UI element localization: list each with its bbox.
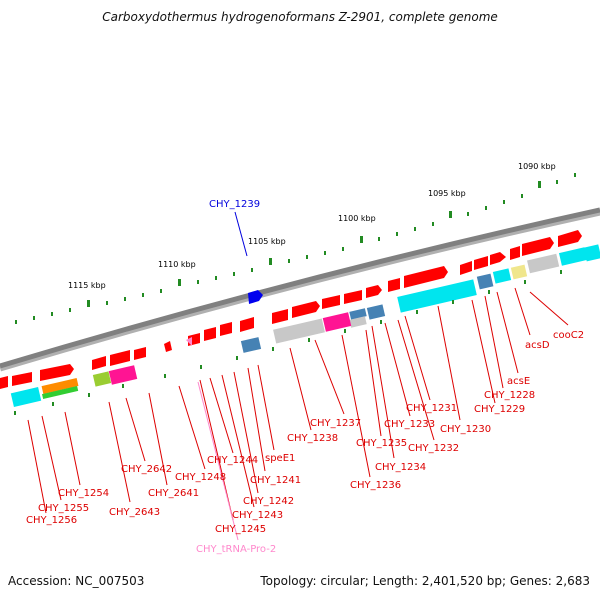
scale-labels: 1090 kbp 1095 kbp 1100 kbp 1105 kbp 1110… [68,162,556,290]
accession-text: Accession: NC_007503 [8,574,145,588]
gene-arrow[interactable] [240,317,254,332]
band-lightgray [527,253,560,274]
band-cyan [583,244,600,262]
band-green [42,386,79,399]
gene-label-acsE[interactable]: acsE [507,376,530,387]
gene-label-cooC2[interactable]: cooC2 [553,330,584,341]
band-lime [92,371,112,387]
band-steelblue [349,308,367,320]
highlight-gene-leader [234,211,248,257]
gene-label-chy-1245[interactable]: CHY_1245 [215,524,266,535]
highlight-gene-label[interactable]: CHY_1239 [209,199,260,210]
gene-arrow[interactable] [164,341,172,352]
gene-arrow[interactable] [388,278,400,292]
gene-arrow[interactable] [12,372,32,386]
gene-arrow[interactable] [558,230,582,247]
scale-label: 1115 kbp [68,281,106,290]
gene-arrow[interactable] [366,285,382,298]
trna-label[interactable]: CHY_tRNA-Pro-2 [196,544,276,555]
gene-arrow[interactable] [204,327,216,341]
gene-arrows [0,230,582,389]
band-magenta [322,312,352,332]
gene-label-chy-1229[interactable]: CHY_1229 [474,404,525,415]
gene-label-chy-1238[interactable]: CHY_1238 [287,433,338,444]
highlight-gene-group[interactable]: CHY_1239 [209,199,263,304]
band-lightgray [349,316,367,328]
gene-label-acsD[interactable]: acsD [525,340,550,351]
topology-text: Topology: circular; Length: 2,401,520 bp… [260,574,590,588]
gene-arrow[interactable] [92,356,106,370]
gene-label-chy-1241[interactable]: CHY_1241 [250,475,301,486]
gene-label-chy-1256[interactable]: CHY_1256 [26,515,77,526]
gene-arrow[interactable] [404,266,448,288]
gene-label-chy-1248[interactable]: CHY_1248 [175,472,226,483]
gene-arrow[interactable] [490,252,506,265]
annotation-bands [10,244,600,407]
band-cyan [397,279,477,313]
gene-label-chy-1232[interactable]: CHY_1232 [408,443,459,454]
gene-label-chy-1236[interactable]: CHY_1236 [350,480,401,491]
gene-arrow[interactable] [510,246,520,260]
trna-arrow[interactable] [186,337,192,346]
gene-arrow[interactable] [110,350,130,366]
gene-arrow[interactable] [344,290,362,304]
gene-label-chy-1243[interactable]: CHY_1243 [232,510,283,521]
gene-label-chy-1237[interactable]: CHY_1237 [310,418,361,429]
gene-arrow[interactable] [40,364,74,381]
scale-label: 1100 kbp [338,214,376,223]
band-khaki [510,264,528,280]
gene-label-chy-2641[interactable]: CHY_2641 [148,488,199,499]
map-title: Carboxydothermus hydrogenoformans Z-2901… [102,10,498,24]
gene-arrow[interactable] [474,256,488,270]
scale-label: 1110 kbp [158,260,196,269]
band-steelblue [366,304,386,320]
inner-scale-ring [14,270,562,415]
genome-backbone [0,207,600,369]
gene-label-chy-1242[interactable]: CHY_1242 [243,496,294,507]
trna-leader [197,381,239,541]
gene-arrow[interactable] [134,347,146,360]
band-steelblue [476,273,494,290]
gene-arrow[interactable] [460,261,472,275]
band-lightgray [273,318,325,344]
gene-label-chy-1244[interactable]: CHY_1244 [207,455,258,466]
gene-label-chy-1230[interactable]: CHY_1230 [440,424,491,435]
gene-label-chy-1228[interactable]: CHY_1228 [484,390,535,401]
scale-label: 1090 kbp [518,162,556,171]
gene-label-chy-1254[interactable]: CHY_1254 [58,488,109,499]
gene-arrow[interactable] [272,309,288,324]
gene-arrow[interactable] [322,295,340,309]
band-steelblue [240,337,262,353]
gene-arrow[interactable] [220,322,232,336]
gene-label-chy-2643[interactable]: CHY_2643 [109,507,160,518]
gene-label-chy-1235[interactable]: CHY_1235 [356,438,407,449]
band-orange [41,378,79,394]
scale-label: 1105 kbp [248,237,286,246]
gene-arrow[interactable] [522,237,554,256]
leader-lines [27,287,569,521]
scale-label: 1095 kbp [428,189,466,198]
gene-label-chy-2642[interactable]: CHY_2642 [121,464,172,475]
gene-arrow[interactable] [292,301,320,318]
gene-labels: cooC2 acsD acsE CHY_1228 CHY_1229 CHY_12… [26,330,584,555]
gene-label-chy-1233[interactable]: CHY_1233 [384,419,435,430]
band-cyan [492,268,512,284]
gene-label-chy-1234[interactable]: CHY_1234 [375,462,426,473]
gene-label-chy-1255[interactable]: CHY_1255 [38,503,89,514]
gene-arrow[interactable] [0,376,8,389]
band-cyan [558,247,588,266]
gene-label-chy-1231[interactable]: CHY_1231 [406,403,457,414]
scale-ring [15,173,576,324]
gene-label-speE1[interactable]: speE1 [265,453,295,464]
band-magenta [108,365,138,385]
band-cyan [10,387,42,407]
highlight-gene-arrow[interactable] [248,290,263,304]
genome-backbone-shadow [0,208,600,372]
